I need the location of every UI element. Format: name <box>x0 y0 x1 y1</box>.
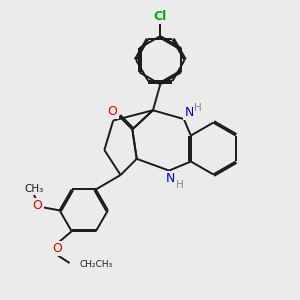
Text: CH₃: CH₃ <box>24 184 44 194</box>
Text: N: N <box>166 172 175 185</box>
Text: H: H <box>176 180 183 190</box>
Text: CH₂CH₃: CH₂CH₃ <box>79 260 112 269</box>
Text: O: O <box>52 242 62 255</box>
Text: N: N <box>184 106 194 119</box>
Text: O: O <box>108 105 118 118</box>
Text: Cl: Cl <box>154 10 167 23</box>
Text: O: O <box>33 200 43 212</box>
Text: H: H <box>194 103 202 113</box>
